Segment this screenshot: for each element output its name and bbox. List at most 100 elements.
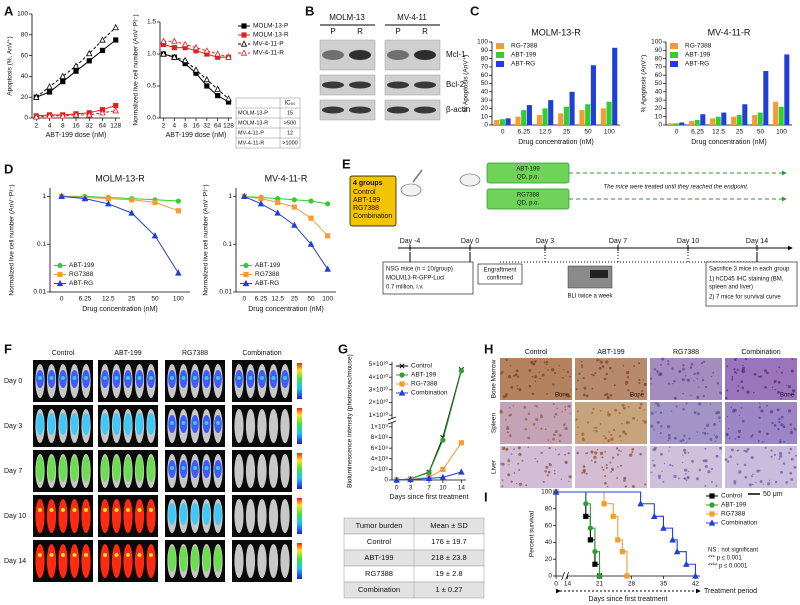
table-cell: 19 ± 2.8 — [435, 569, 462, 578]
cell-texture — [546, 392, 549, 395]
y-tick-label: 40 — [545, 539, 553, 546]
cell-texture — [621, 430, 626, 434]
data-point — [225, 53, 232, 60]
cell-texture — [636, 419, 639, 421]
cell-texture — [744, 449, 748, 453]
cell-texture — [637, 362, 641, 365]
cell-texture — [726, 365, 729, 368]
histology-image — [650, 402, 722, 444]
legend-label: MOLM-13-R — [253, 32, 289, 39]
cell-texture — [653, 368, 657, 371]
group: RG7388 — [353, 205, 379, 212]
column-label: RG7388 — [673, 349, 699, 356]
bar — [700, 114, 706, 125]
legend-marker — [240, 40, 248, 47]
cell-texture — [683, 434, 686, 438]
cell-texture — [737, 385, 740, 387]
x-tick-label: 12.5 — [102, 296, 115, 303]
mouse — [111, 544, 122, 578]
cell-texture — [697, 412, 700, 416]
cell-texture — [609, 461, 612, 464]
y-tick-label: 1×10⁹ — [371, 424, 389, 431]
signal — [181, 466, 186, 470]
cell-texture — [605, 463, 608, 467]
cell-texture — [741, 366, 746, 371]
legend-label: RG7388 — [721, 511, 746, 518]
data-point — [214, 85, 221, 92]
cell-texture — [603, 393, 607, 397]
signal — [204, 421, 209, 425]
cell-texture — [702, 459, 706, 463]
day-label: Day 7 — [609, 238, 627, 245]
data-point — [85, 111, 93, 118]
cell-texture — [553, 469, 556, 472]
cell-texture — [730, 448, 734, 452]
cell-texture — [682, 392, 684, 395]
cell-texture — [596, 448, 599, 451]
x-tick-label: 10 — [439, 485, 447, 492]
cell-texture — [531, 375, 534, 378]
cell-texture — [614, 408, 618, 412]
cell-texture — [652, 463, 656, 468]
cell-texture — [620, 450, 622, 453]
cell-texture — [731, 378, 734, 380]
cell-texture — [539, 377, 541, 380]
column-label: Control — [52, 350, 75, 357]
cell-texture — [710, 480, 713, 484]
bar — [526, 105, 532, 125]
bar — [731, 116, 737, 125]
signal — [181, 376, 186, 380]
data-point — [458, 440, 464, 446]
cell-texture — [628, 421, 631, 424]
cell-texture — [557, 454, 559, 456]
period-label: Treatment period — [704, 588, 757, 595]
survival-curve — [556, 491, 696, 576]
y-tick-label: 6×10⁸ — [371, 445, 389, 452]
signal — [191, 503, 199, 525]
cell-texture — [710, 375, 713, 378]
y-tick-label: 20 — [21, 94, 29, 101]
injection-text: 0.7 million, i.v. — [386, 285, 424, 291]
legend-swatch — [670, 52, 678, 58]
cell-texture — [516, 482, 518, 485]
blot-band — [387, 106, 409, 114]
cell-texture — [624, 432, 628, 436]
data-point — [587, 525, 593, 531]
signal — [61, 553, 65, 557]
cell-texture — [687, 470, 690, 473]
cell-texture — [787, 385, 791, 389]
cell-texture — [792, 393, 795, 396]
cell-texture — [558, 433, 562, 437]
signal — [36, 456, 44, 482]
cell-texture — [601, 456, 604, 459]
data-point — [637, 500, 644, 507]
cell-texture — [564, 406, 567, 408]
cell-texture — [507, 375, 512, 379]
signal — [193, 376, 197, 380]
cell-texture — [770, 449, 773, 452]
cell-texture — [593, 427, 595, 429]
x-tick-label: 6.25 — [691, 129, 704, 136]
signal — [72, 508, 77, 512]
table-cell: 15 — [287, 110, 293, 116]
cell-texture — [790, 457, 794, 461]
bar — [668, 123, 674, 125]
data-point — [291, 197, 297, 203]
cell-texture — [686, 441, 688, 444]
data-point — [175, 198, 181, 204]
x-tick-label: 16 — [192, 123, 200, 130]
table-cell: Combination — [358, 585, 400, 594]
cell-texture — [607, 439, 611, 443]
y-axis-label: Percent survival — [529, 510, 536, 557]
cell-texture — [780, 470, 783, 474]
cell-texture — [667, 362, 670, 365]
cell-texture — [668, 436, 671, 440]
signal — [47, 456, 56, 482]
cell-texture — [737, 449, 740, 452]
cell-texture — [729, 455, 733, 459]
column-label: RG7388 — [182, 350, 208, 357]
legend-label: ABT-RG — [685, 61, 709, 68]
legend-marker — [57, 262, 63, 269]
cell-texture — [505, 395, 508, 397]
cell-texture — [759, 402, 761, 405]
